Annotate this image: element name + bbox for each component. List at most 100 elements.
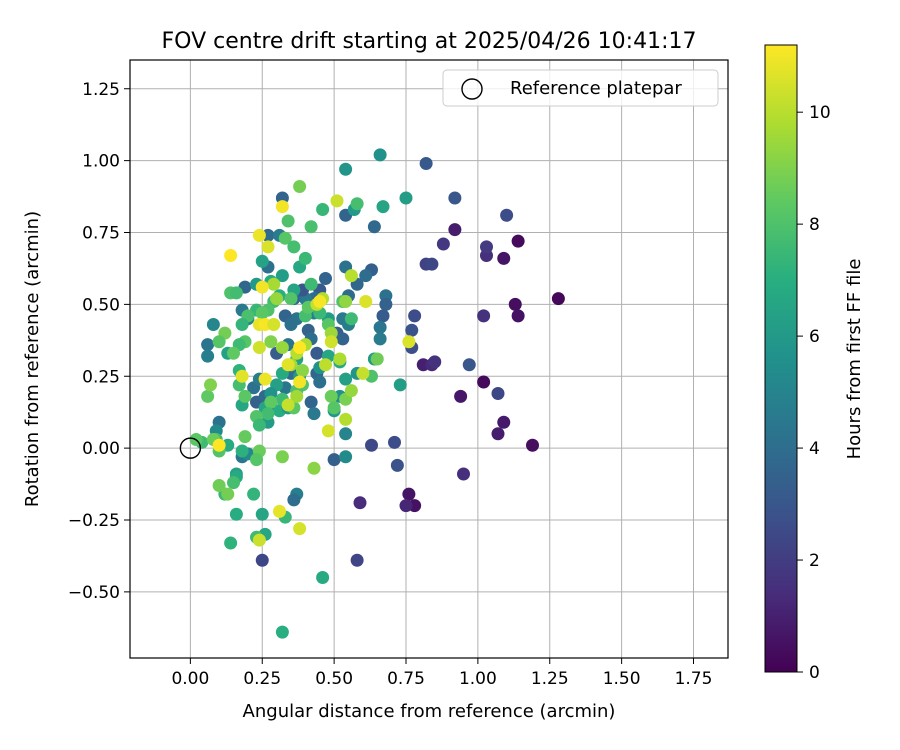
x-tick-label: 1.50 — [603, 669, 641, 689]
data-point — [477, 309, 491, 323]
data-point — [419, 157, 433, 170]
data-point — [304, 277, 318, 291]
data-point — [448, 191, 462, 205]
data-point — [324, 335, 338, 349]
data-point — [339, 372, 353, 386]
data-point — [316, 571, 330, 584]
colorbar-ticks: 0 2 4 6 8 10 — [797, 103, 831, 683]
data-point — [284, 318, 298, 331]
data-point — [330, 194, 344, 208]
data-point — [376, 309, 390, 323]
data-point — [252, 341, 266, 354]
reference-platepar-point — [179, 437, 202, 459]
data-point — [313, 295, 327, 308]
data-point — [275, 269, 289, 283]
data-point — [281, 214, 295, 228]
data-point — [405, 323, 419, 337]
chart-title: FOV centre drift starting at 2025/04/26 … — [162, 29, 697, 54]
y-tick-label: −0.50 — [68, 583, 120, 603]
data-point — [359, 269, 373, 283]
data-point — [293, 522, 307, 536]
data-point — [402, 487, 416, 501]
data-point — [267, 318, 281, 331]
data-point — [201, 338, 215, 352]
y-tick-label: 0.25 — [82, 367, 120, 387]
data-point — [235, 318, 249, 331]
data-point — [252, 418, 266, 432]
colorbar-tick-label: 10 — [809, 103, 831, 123]
data-point — [293, 180, 307, 193]
data-point — [339, 295, 353, 308]
data-point — [367, 220, 381, 234]
data-point — [373, 320, 387, 334]
data-point — [497, 251, 511, 265]
x-axis-label: Angular distance from reference (arcmin) — [243, 701, 616, 722]
data-point — [491, 387, 505, 400]
data-point — [238, 389, 252, 403]
data-point — [379, 297, 393, 311]
data-point — [273, 504, 286, 518]
data-point — [264, 395, 278, 409]
data-point — [293, 375, 307, 389]
plot-frame — [129, 59, 729, 659]
data-point — [258, 372, 272, 386]
data-point — [313, 375, 327, 389]
data-point — [304, 220, 318, 234]
data-point — [255, 280, 269, 294]
data-point — [344, 269, 358, 283]
data-point — [235, 369, 249, 383]
data-point — [339, 412, 353, 426]
data-point — [370, 352, 384, 366]
data-point — [255, 306, 269, 320]
data-point — [388, 435, 401, 449]
data-point — [284, 292, 298, 306]
reference-marker — [179, 437, 202, 459]
data-point — [480, 240, 493, 254]
data-point — [307, 461, 321, 475]
colorbar-tick-label: 2 — [809, 551, 820, 571]
data-point — [281, 358, 295, 372]
data-point — [457, 467, 470, 481]
data-point — [212, 438, 226, 452]
data-point — [350, 553, 364, 567]
data-point — [324, 389, 338, 403]
y-axis-ticks: −0.50 −0.25 0.00 0.25 0.50 0.75 1.00 1.25 — [68, 80, 130, 603]
colorbar-tick-label: 4 — [809, 439, 820, 459]
data-point — [373, 148, 387, 162]
data-point — [359, 295, 373, 308]
y-tick-label: 0.00 — [82, 439, 120, 459]
data-point — [339, 162, 353, 176]
data-point — [428, 355, 442, 369]
x-tick-label: 0.75 — [387, 669, 425, 689]
data-point — [333, 352, 347, 366]
data-point — [229, 507, 243, 521]
x-axis-ticks: 0.00 0.25 0.50 0.75 1.00 1.25 1.50 1.75 — [171, 658, 712, 689]
data-point — [247, 487, 261, 501]
data-point — [206, 318, 220, 331]
data-point — [250, 453, 263, 467]
data-point — [339, 450, 353, 464]
data-point — [252, 533, 266, 547]
data-point — [365, 438, 378, 452]
data-point — [508, 297, 522, 311]
data-point — [526, 438, 539, 452]
data-point — [327, 453, 341, 467]
data-point — [201, 349, 215, 363]
y-tick-label: 0.75 — [82, 224, 120, 244]
data-point — [399, 499, 413, 513]
data-point — [448, 223, 462, 237]
y-tick-label: 1.25 — [82, 80, 120, 100]
data-point — [238, 430, 252, 444]
data-point — [316, 203, 330, 216]
data-point — [408, 309, 422, 323]
data-point — [350, 197, 364, 211]
data-point — [425, 257, 439, 271]
data-point — [212, 335, 226, 349]
data-point — [287, 240, 301, 254]
data-point — [281, 398, 295, 412]
x-tick-label: 1.00 — [459, 669, 497, 689]
data-point — [267, 277, 281, 291]
y-tick-label: 1.00 — [82, 152, 120, 172]
data-point — [353, 496, 367, 510]
data-point — [462, 358, 476, 372]
